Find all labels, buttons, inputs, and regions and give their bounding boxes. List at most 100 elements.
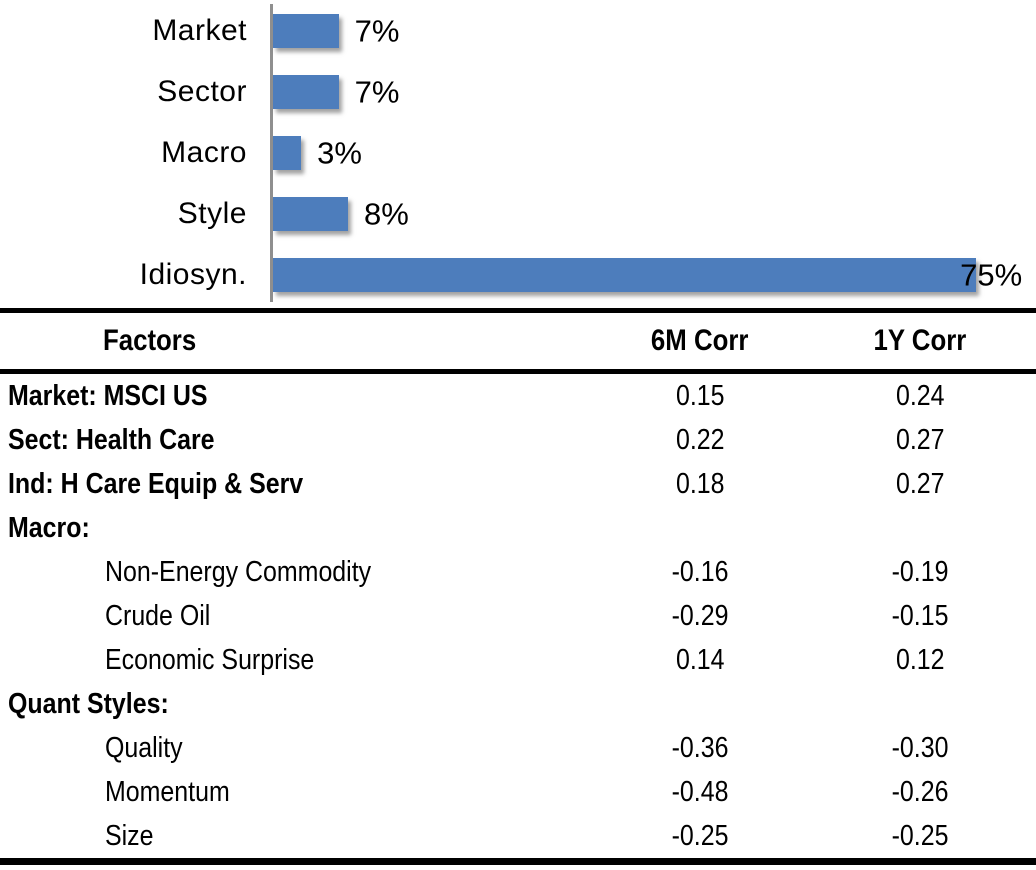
- factor-label-cell: Quant Styles:: [0, 682, 596, 726]
- corr-1y-cell: [804, 682, 1036, 726]
- column-header-6m-corr-label: 6M Corr: [651, 324, 749, 357]
- corr-1y-value: 0.27: [895, 423, 945, 456]
- bar-category-label: Idiosyn.: [139, 257, 247, 291]
- corr-6m-value: -0.29: [671, 599, 729, 632]
- corr-1y-value: 0.12: [895, 643, 945, 676]
- corr-1y-value: 0.24: [895, 379, 945, 412]
- corr-6m-cell: -0.29: [596, 594, 804, 638]
- corr-6m-value: 0.22: [675, 423, 725, 456]
- column-header-factors: Factors: [0, 310, 596, 374]
- bar: [273, 135, 302, 170]
- corr-6m-cell: [596, 682, 804, 726]
- column-header-1y-corr: 1Y Corr: [804, 310, 1036, 374]
- table-header-row: Factors 6M Corr 1Y Corr: [0, 310, 1036, 374]
- table-row: Ind: H Care Equip & Serv 0.18 0.27: [0, 462, 1036, 506]
- table-row: Quant Styles:: [0, 682, 1036, 726]
- corr-1y-cell: 0.12: [804, 638, 1036, 682]
- corr-1y-cell: -0.15: [804, 594, 1036, 638]
- corr-6m-value: -0.48: [671, 775, 729, 808]
- corr-6m-cell: -0.25: [596, 814, 804, 862]
- table-row: Macro:: [0, 506, 1036, 550]
- factor-label: Momentum: [105, 775, 230, 808]
- corr-1y-value: -0.26: [891, 775, 949, 808]
- factor-label-cell: Economic Surprise: [0, 638, 596, 682]
- table-row: Size -0.25 -0.25: [0, 814, 1036, 862]
- bar-category-label: Style: [177, 196, 247, 230]
- risk-decomposition-bar-chart: Market 7% Sector 7% Macro 3% Style 8% Idiosyn. 75…: [0, 0, 1036, 305]
- bar-category-label: Macro: [161, 135, 247, 169]
- table-row: Crude Oil -0.29 -0.15: [0, 594, 1036, 638]
- table-row: Market: MSCI US 0.15 0.24: [0, 372, 1036, 419]
- corr-6m-value: 0.14: [675, 643, 725, 676]
- corr-1y-cell: -0.30: [804, 726, 1036, 770]
- bar: [273, 196, 348, 231]
- factor-label-cell: Quality: [0, 726, 596, 770]
- bar-plot-area: 7%: [273, 74, 1036, 109]
- factor-label: Non-Energy Commodity: [105, 555, 372, 588]
- corr-1y-cell: -0.26: [804, 770, 1036, 814]
- table-row: Quality -0.36 -0.30: [0, 726, 1036, 770]
- table-row: Economic Surprise 0.14 0.12: [0, 638, 1036, 682]
- category-axis-line: [270, 4, 273, 302]
- column-header-6m-corr: 6M Corr: [596, 310, 804, 374]
- factor-label-cell: Sect: Health Care: [0, 418, 596, 462]
- factor-label: Size: [105, 819, 154, 852]
- corr-6m-cell: 0.18: [596, 462, 804, 506]
- factor-label-cell: Size: [0, 814, 596, 862]
- corr-1y-cell: -0.19: [804, 550, 1036, 594]
- corr-6m-cell: 0.15: [596, 372, 804, 419]
- corr-1y-cell: 0.24: [804, 372, 1036, 419]
- corr-6m-value: -0.16: [671, 555, 729, 588]
- factor-label: Macro:: [8, 511, 90, 544]
- corr-6m-value: -0.36: [671, 731, 729, 764]
- bar-row: Sector 7%: [0, 61, 1036, 122]
- corr-6m-cell: 0.22: [596, 418, 804, 462]
- bar-category-label: Market: [152, 13, 247, 47]
- corr-1y-value: -0.25: [891, 819, 949, 852]
- corr-6m-value: 0.15: [675, 379, 725, 412]
- bar-value-label: 3%: [317, 135, 362, 170]
- factor-label-cell: Ind: H Care Equip & Serv: [0, 462, 596, 506]
- factor-label: Quality: [105, 731, 183, 764]
- bar-value-label: 8%: [364, 196, 409, 231]
- bar-row: Market 7%: [0, 0, 1036, 61]
- column-header-factors-label: Factors: [103, 324, 197, 357]
- bar-value-label: 7%: [354, 74, 400, 109]
- bar-plot-area: 7%: [273, 13, 1036, 48]
- corr-6m-cell: -0.16: [596, 550, 804, 594]
- corr-6m-cell: -0.36: [596, 726, 804, 770]
- corr-1y-value: -0.15: [891, 599, 949, 632]
- factor-label-cell: Market: MSCI US: [0, 372, 596, 419]
- bar: [273, 257, 977, 292]
- corr-1y-value: -0.30: [891, 731, 949, 764]
- corr-6m-value: 0.18: [675, 467, 725, 500]
- factor-label-cell: Crude Oil: [0, 594, 596, 638]
- column-header-1y-corr-label: 1Y Corr: [873, 324, 967, 357]
- factor-label-cell: Macro:: [0, 506, 596, 550]
- factor-label-cell: Non-Energy Commodity: [0, 550, 596, 594]
- corr-6m-cell: 0.14: [596, 638, 804, 682]
- bar: [273, 13, 339, 48]
- bar-row: Idiosyn. 75%: [0, 244, 1036, 305]
- factor-label: Market: MSCI US: [8, 379, 208, 412]
- bar-row: Style 8%: [0, 183, 1036, 244]
- corr-6m-cell: [596, 506, 804, 550]
- bar-plot-area: 8%: [273, 196, 1036, 231]
- table-row: Momentum -0.48 -0.26: [0, 770, 1036, 814]
- corr-1y-cell: -0.25: [804, 814, 1036, 862]
- bar-row: Macro 3%: [0, 122, 1036, 183]
- table-row: Sect: Health Care 0.22 0.27: [0, 418, 1036, 462]
- corr-1y-value: 0.27: [895, 467, 945, 500]
- corr-1y-value: -0.19: [891, 555, 949, 588]
- bar-value-label: 7%: [354, 13, 400, 48]
- corr-1y-cell: 0.27: [804, 462, 1036, 506]
- corr-1y-cell: [804, 506, 1036, 550]
- bar-plot-area: 3%: [273, 135, 1036, 170]
- factor-label: Crude Oil: [105, 599, 211, 632]
- bar-value-label: 75%: [960, 257, 1023, 292]
- corr-1y-cell: 0.27: [804, 418, 1036, 462]
- factor-label: Economic Surprise: [105, 643, 315, 676]
- corr-6m-cell: -0.48: [596, 770, 804, 814]
- factor-label: Sect: Health Care: [8, 423, 215, 456]
